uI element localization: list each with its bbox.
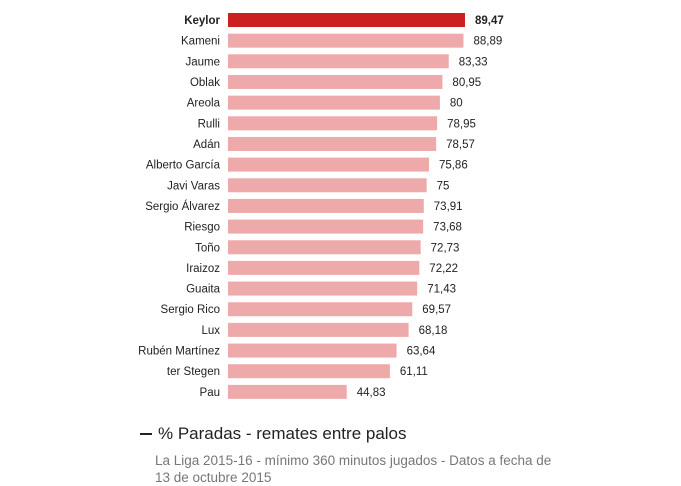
- chart-caption: % Paradas - remates entre palos La Liga …: [140, 424, 660, 486]
- value-label: 73,91: [434, 201, 463, 213]
- value-label: 68,18: [419, 325, 448, 337]
- bar-chart: Keylor 89,47 Kameni 88,89 Jaume 83,33 Oblak 80,…: [138, 13, 504, 399]
- bar: [228, 322, 409, 337]
- bar: [228, 116, 438, 131]
- bar: [228, 302, 413, 317]
- value-label: 69,57: [422, 304, 451, 316]
- value-label: 72,22: [429, 263, 458, 275]
- bar: [228, 260, 420, 275]
- value-label: 80: [450, 98, 463, 110]
- value-label: 83,33: [459, 56, 488, 68]
- category-label: Adán: [193, 139, 220, 151]
- bar: [228, 54, 449, 69]
- bar: [228, 178, 427, 193]
- category-label: Pau: [200, 387, 220, 399]
- category-label: ter Stegen: [167, 366, 220, 378]
- bar: [228, 95, 440, 110]
- bar: [228, 198, 424, 213]
- category-label: Sergio Álvarez: [145, 200, 220, 213]
- bar: [228, 281, 418, 296]
- category-label: Rulli: [198, 118, 220, 130]
- category-label: Keylor: [184, 15, 220, 27]
- category-label: Riesgo: [184, 222, 220, 234]
- value-label: 89,47: [475, 15, 504, 27]
- category-label: Sergio Rico: [161, 304, 220, 316]
- chart-title: % Paradas - remates entre palos: [158, 424, 407, 443]
- category-label: Toño: [195, 242, 220, 254]
- value-label: 73,68: [433, 222, 462, 234]
- bar: [228, 157, 429, 172]
- bar: [228, 219, 424, 234]
- category-label: Iraizoz: [186, 263, 220, 275]
- value-label: 71,43: [427, 284, 456, 296]
- bar: [228, 74, 443, 89]
- value-label: 78,57: [446, 139, 475, 151]
- bar: [228, 33, 464, 48]
- category-label: Oblak: [190, 77, 220, 89]
- category-label: Javi Varas: [167, 180, 220, 192]
- category-label: Guaita: [186, 284, 220, 296]
- value-label: 44,83: [357, 387, 386, 399]
- category-label: Lux: [201, 325, 220, 337]
- value-label: 63,64: [407, 346, 436, 358]
- value-label: 80,95: [452, 77, 481, 89]
- bar: [228, 240, 421, 255]
- value-label: 88,89: [473, 36, 502, 48]
- value-label: 75: [437, 180, 450, 192]
- bar: [228, 136, 437, 151]
- category-label: Alberto García: [146, 160, 221, 172]
- category-label: Kameni: [181, 36, 220, 48]
- chart-title-row: % Paradas - remates entre palos: [140, 424, 660, 444]
- value-label: 75,86: [439, 160, 468, 172]
- chart-subtitle: La Liga 2015-16 - mínimo 360 minutos jug…: [155, 453, 552, 485]
- category-label: Jaume: [185, 56, 220, 68]
- value-label: 72,73: [431, 242, 460, 254]
- value-label: 61,11: [400, 366, 428, 378]
- title-dash: [140, 433, 152, 435]
- bar: [228, 343, 397, 358]
- bar: [228, 364, 390, 379]
- bar-highlight: [228, 13, 465, 27]
- category-label: Areola: [187, 98, 221, 110]
- category-label: Rubén Martínez: [138, 346, 220, 358]
- bar: [228, 384, 347, 399]
- value-label: 78,95: [447, 118, 476, 130]
